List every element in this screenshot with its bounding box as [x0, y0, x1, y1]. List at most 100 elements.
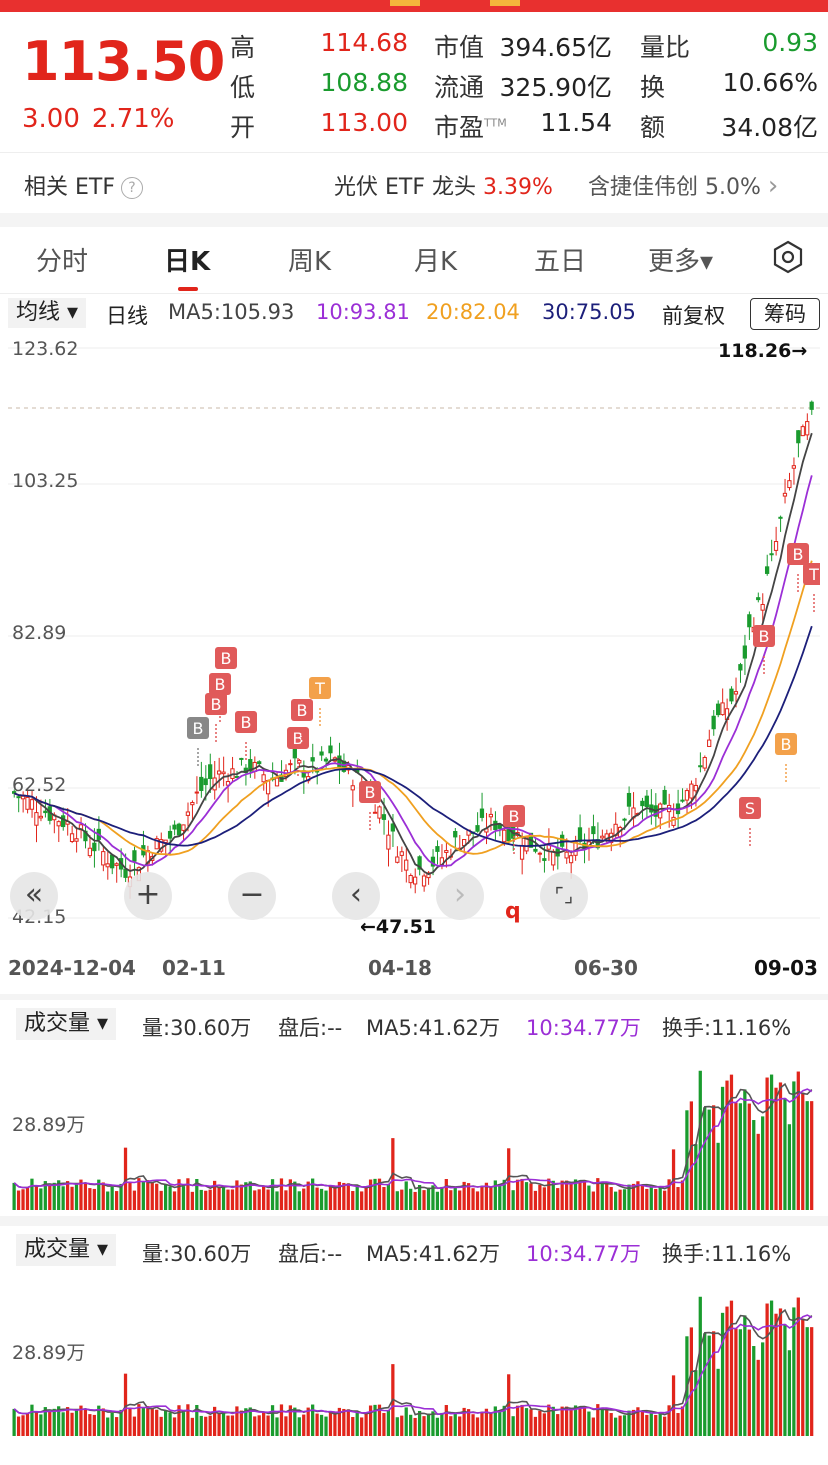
volume-bar [515, 1179, 520, 1210]
help-icon[interactable]: ? [121, 177, 143, 199]
volume-bar [792, 1307, 796, 1436]
candle-body [172, 824, 177, 830]
tab-five-day[interactable]: 五日 [534, 247, 587, 277]
volume-bar [752, 1120, 756, 1210]
volume-bar [213, 1406, 217, 1436]
volume-bar [83, 1409, 88, 1436]
volume-selector[interactable]: 成交量 ▾ [16, 1008, 117, 1040]
candle-body [662, 789, 667, 805]
volume-bar [244, 1408, 248, 1436]
ma5-line [13, 432, 813, 876]
volume-chart[interactable] [8, 1266, 820, 1438]
candle-body [395, 856, 400, 863]
volume-value: 量:30.60万 [142, 1016, 252, 1040]
volume-bar [342, 1182, 346, 1210]
tab-daily-k[interactable]: 日K [164, 247, 211, 277]
x-tick: 06-30 [574, 956, 638, 980]
ma5-value: MA5:105.93 [168, 300, 295, 324]
vol-ma10-line [13, 1314, 813, 1416]
candle-body [34, 812, 39, 826]
volume-bar [449, 1416, 453, 1436]
candle-body [386, 834, 391, 850]
volume-bar [573, 1405, 578, 1436]
scroll-left-button[interactable]: « [10, 872, 58, 920]
y-tick: 82.89 [12, 622, 67, 644]
volume-bar [417, 1410, 422, 1436]
volume-bar [720, 1086, 725, 1210]
marker-b-label: B [759, 627, 770, 646]
volume-bar [649, 1187, 653, 1210]
adjust-mode[interactable]: 前复权 [662, 304, 725, 328]
volume-bar [667, 1405, 671, 1436]
volume-bar [226, 1415, 230, 1436]
volume-bar [368, 1405, 373, 1436]
volume-bar [769, 1300, 774, 1436]
tab-weekly-k[interactable]: 周K [288, 247, 332, 277]
volume-bar [181, 1412, 186, 1436]
marker-badge [235, 711, 257, 733]
volume-selector[interactable]: 成交量 ▾ [16, 1234, 117, 1266]
tab-monthly-k[interactable]: 月K [414, 247, 458, 277]
volume-bar [658, 1187, 662, 1210]
volume-chart[interactable] [8, 1040, 820, 1212]
volume-bar [515, 1405, 520, 1436]
volume-bar [315, 1187, 319, 1210]
volume-bar [636, 1181, 640, 1210]
volume-bar [658, 1413, 662, 1436]
amount-label: 额 [640, 113, 666, 142]
volume-bar [360, 1191, 364, 1210]
volume-bar [377, 1178, 382, 1210]
candle-body [176, 823, 182, 836]
volume-bar [725, 1080, 729, 1210]
related-etf-row[interactable]: 相关 ETF? 光伏 ETF 龙头 3.39% 含捷佳伟创 5.0% › [0, 153, 828, 213]
volume-bar [128, 1182, 132, 1210]
fullscreen-button[interactable]: ⌜⌟ [540, 872, 588, 920]
volume-bar [159, 1190, 163, 1210]
chips-button[interactable]: 筹码 [750, 298, 820, 330]
prev-button[interactable]: ‹ [332, 872, 380, 920]
candle-body [773, 541, 779, 551]
volume-bar [805, 1101, 809, 1210]
volume-bar [79, 1179, 83, 1210]
volume-bar [12, 1408, 16, 1436]
volume-bar [52, 1182, 56, 1210]
ma-legend-bar: 均线 ▾ 日线 MA5:105.93 10:93.81 20:82.04 30:… [0, 293, 828, 334]
tab-more[interactable]: 更多▾ [648, 247, 714, 277]
zoom-out-button[interactable]: − [228, 872, 276, 920]
settings-hex-icon[interactable] [770, 239, 806, 275]
volume-bar [547, 1404, 551, 1436]
volume-bar [230, 1189, 235, 1210]
volume-bar [489, 1413, 493, 1436]
candle-body [167, 830, 173, 839]
etf-item[interactable]: 光伏 ETF 龙头 3.39% [334, 175, 553, 200]
volume-bar [453, 1186, 457, 1210]
next-button[interactable]: › [436, 872, 484, 920]
candle-body [435, 846, 440, 852]
candle-body [159, 839, 164, 852]
volume-bar [239, 1410, 243, 1436]
volume-bar [235, 1406, 239, 1436]
volume-bar [302, 1414, 306, 1436]
volume-bar [190, 1417, 194, 1436]
volume-bar [253, 1416, 257, 1436]
vol-ma10-value: 10:34.77万 [526, 1016, 641, 1040]
volume-bar [284, 1416, 288, 1436]
tab-intraday[interactable]: 分时 [36, 247, 89, 277]
marker-badge [503, 805, 525, 827]
zoom-in-button[interactable]: + [124, 872, 172, 920]
change-amount: 3.00 [22, 104, 80, 134]
marker-badge [291, 699, 313, 721]
volume-bar [30, 1178, 34, 1210]
indicator-selector[interactable]: 均线 ▾ [8, 298, 87, 328]
volume-bar [680, 1180, 685, 1210]
status-mark [490, 0, 520, 6]
volume-bar [141, 1181, 145, 1210]
ma10-value: 10:93.81 [316, 300, 410, 324]
volume-bar [542, 1413, 546, 1436]
volume-value: 量:30.60万 [142, 1242, 252, 1266]
candle-body [87, 847, 93, 857]
volume-bar [190, 1191, 194, 1210]
y-tick: 62.52 [12, 774, 67, 796]
volume-bar [778, 1082, 783, 1210]
